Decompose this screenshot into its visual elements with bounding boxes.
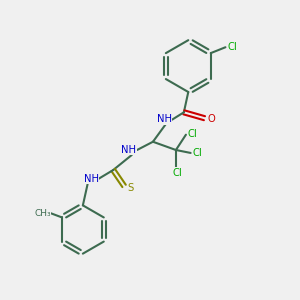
Text: Cl: Cl — [192, 148, 202, 158]
Text: NH: NH — [84, 174, 99, 184]
Text: NH: NH — [121, 145, 136, 155]
Text: O: O — [207, 114, 215, 124]
Text: NH: NH — [157, 114, 172, 124]
Text: Cl: Cl — [188, 128, 197, 139]
Text: Cl: Cl — [173, 168, 183, 178]
Text: CH₃: CH₃ — [34, 208, 51, 217]
Text: S: S — [128, 183, 134, 193]
Text: Cl: Cl — [227, 42, 237, 52]
